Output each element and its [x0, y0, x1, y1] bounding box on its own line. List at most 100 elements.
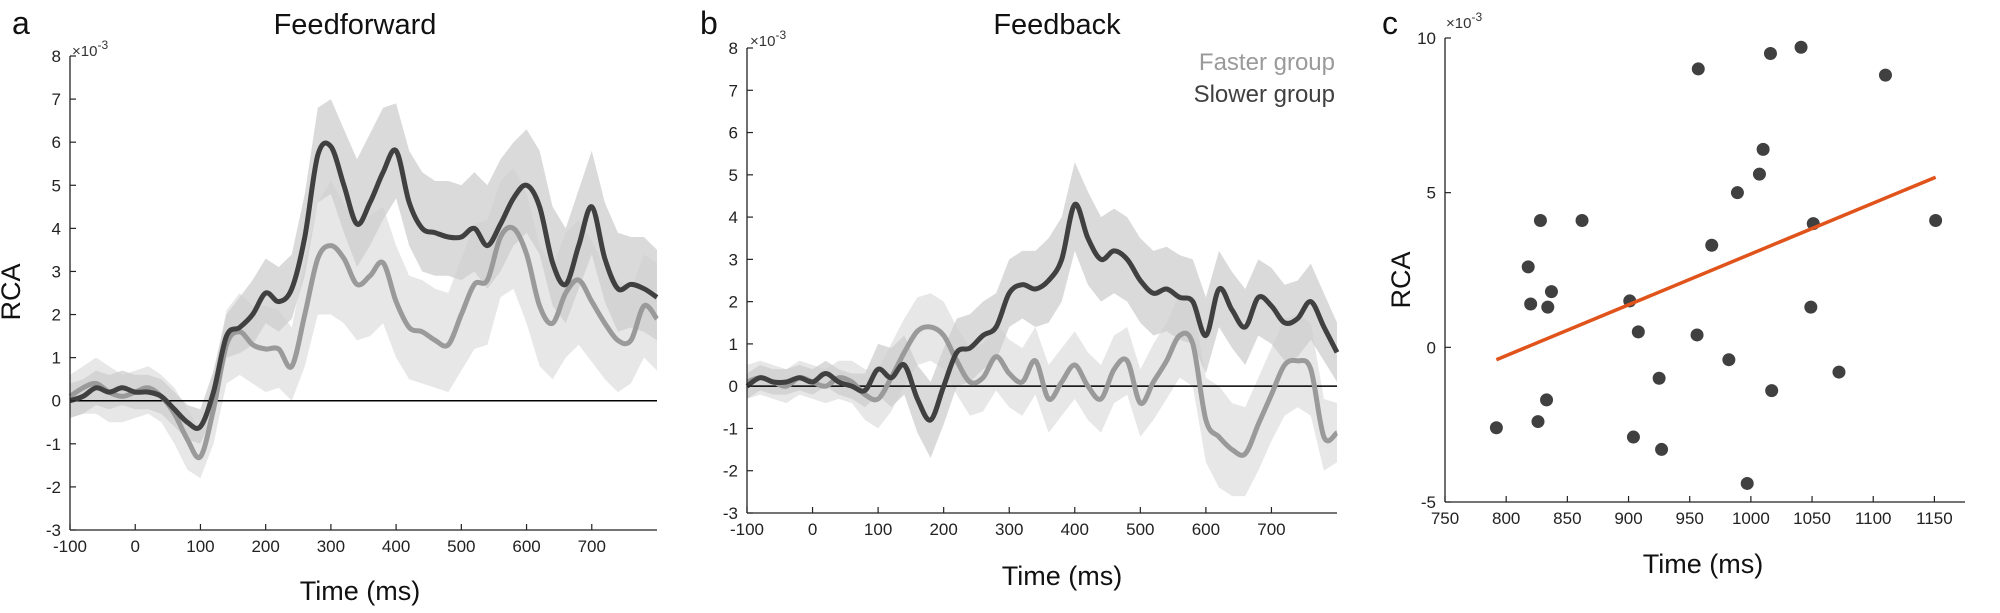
scatter-point: [1691, 62, 1705, 76]
x-tick-label: 900: [1614, 509, 1642, 528]
x-tick-label: 0: [130, 537, 139, 556]
y-tick-label: -2: [723, 462, 738, 481]
x-axis-label: Time (ms): [1002, 561, 1122, 591]
x-axis-label: Time (ms): [1643, 549, 1763, 579]
x-tick-label: 100: [864, 520, 892, 539]
x-tick-label: -100: [730, 520, 764, 539]
y-tick-label: -5: [1421, 493, 1436, 512]
y-tick-label: -2: [46, 478, 61, 497]
scatter-point: [1765, 384, 1779, 398]
y-exponent-label: ×10-3: [750, 28, 786, 50]
scatter-point: [1521, 260, 1535, 274]
scatter-point: [1929, 214, 1943, 228]
x-tick-label: 800: [1492, 509, 1520, 528]
scatter-point: [1690, 328, 1704, 342]
scatter-point: [1655, 442, 1669, 456]
panel-label-b: b: [700, 5, 718, 41]
y-tick-label: 1: [52, 349, 61, 368]
y-tick-label: 8: [52, 47, 61, 66]
y-tick-label: 7: [729, 81, 738, 100]
scatter-point: [1740, 476, 1754, 490]
x-tick-label: 100: [186, 537, 214, 556]
panel-c: c 750 800 850 900 950 1000 1050 1100 1150 -5 0 5 10 ×1…: [1382, 5, 1965, 579]
x-tick-label: 600: [512, 537, 540, 556]
y-tick-label: 8: [729, 39, 738, 58]
y-tick-label: -1: [723, 419, 738, 438]
scatter-point: [1531, 415, 1545, 429]
y-tick-label: -1: [46, 435, 61, 454]
y-tick-label: 7: [52, 90, 61, 109]
y-exponent-label: ×10-3: [1446, 10, 1482, 32]
y-tick-label: 6: [52, 133, 61, 152]
x-tick-label: -100: [53, 537, 87, 556]
scatter-point: [1730, 186, 1744, 200]
panel-a: a Feedforward -100 0 100 200 300 400 500 600 700 -3…: [0, 5, 659, 606]
panel-title: Feedback: [993, 9, 1121, 41]
y-tick-label: 2: [729, 293, 738, 312]
y-tick-label: 1: [729, 335, 738, 354]
x-tick-label: 1100: [1855, 509, 1892, 528]
panel-b: b Feedback -100 0 100 200 300 400 500 600 700 -3 -2 -…: [700, 5, 1340, 591]
x-tick-label: 200: [929, 520, 957, 539]
scatter-point: [1626, 430, 1640, 444]
scatter-point: [1722, 353, 1736, 367]
x-tick-label: 300: [317, 537, 345, 556]
scatter-point: [1804, 300, 1818, 314]
y-tick-label: 3: [729, 250, 738, 269]
y-tick-label: 3: [52, 262, 61, 281]
scatter-point: [1763, 46, 1777, 60]
scatter-point: [1756, 142, 1770, 156]
scatter-point: [1544, 285, 1558, 299]
panel-label-a: a: [12, 5, 30, 41]
y-exponent-label: ×10-3: [72, 38, 108, 60]
x-tick-label: 750: [1431, 509, 1459, 528]
y-tick-label: 5: [729, 166, 738, 185]
scatter-point: [1878, 68, 1892, 82]
panel-label-c: c: [1382, 5, 1398, 41]
scatter-point: [1489, 421, 1503, 435]
scatter-point: [1752, 167, 1766, 181]
legend: Faster group Slower group: [1194, 49, 1335, 108]
ci-band-slower: [70, 99, 657, 444]
y-tick-label: -3: [723, 504, 738, 523]
ci-band-slower: [747, 162, 1337, 458]
scatter-point: [1705, 238, 1719, 252]
y-tick-label: 0: [52, 392, 61, 411]
series-line-slower: [745, 201, 1340, 423]
scatter-point: [1533, 214, 1547, 228]
x-tick-label: 700: [578, 537, 606, 556]
x-tick-label: 850: [1553, 509, 1581, 528]
scatter-point: [1540, 393, 1554, 407]
x-tick-label: 1050: [1793, 509, 1831, 528]
y-tick-label: 5: [1427, 184, 1436, 203]
x-tick-label: 1000: [1732, 509, 1770, 528]
legend-slower-group: Slower group: [1194, 81, 1335, 108]
regression-line: [1495, 175, 1937, 362]
y-axis-label: RCA: [1386, 251, 1416, 308]
x-tick-label: 950: [1676, 509, 1704, 528]
y-tick-label: 6: [729, 124, 738, 143]
scatter-point: [1652, 371, 1666, 385]
y-tick-label: 4: [52, 219, 61, 238]
series-line-faster: [746, 324, 1339, 458]
ci-band-faster: [747, 293, 1337, 497]
legend-faster-group: Faster group: [1199, 49, 1335, 76]
scatter-point: [1541, 300, 1555, 314]
x-tick-label: 1150: [1916, 509, 1953, 528]
y-tick-label: -3: [46, 521, 61, 540]
scatter-point: [1524, 297, 1538, 311]
y-tick-label: 4: [729, 208, 738, 227]
x-tick-label: 0: [808, 520, 817, 539]
y-tick-label: 5: [52, 176, 61, 195]
panel-title: Feedforward: [274, 9, 437, 41]
scatter-point: [1794, 40, 1808, 54]
y-axis-label: RCA: [0, 263, 26, 320]
series-line-slower: [69, 140, 659, 431]
scatter-point: [1575, 214, 1589, 228]
x-tick-label: 200: [251, 537, 279, 556]
y-tick-label: 10: [1417, 29, 1436, 48]
y-tick-label: 2: [52, 306, 61, 325]
x-tick-label: 600: [1192, 520, 1220, 539]
y-tick-label: 0: [1427, 338, 1436, 357]
